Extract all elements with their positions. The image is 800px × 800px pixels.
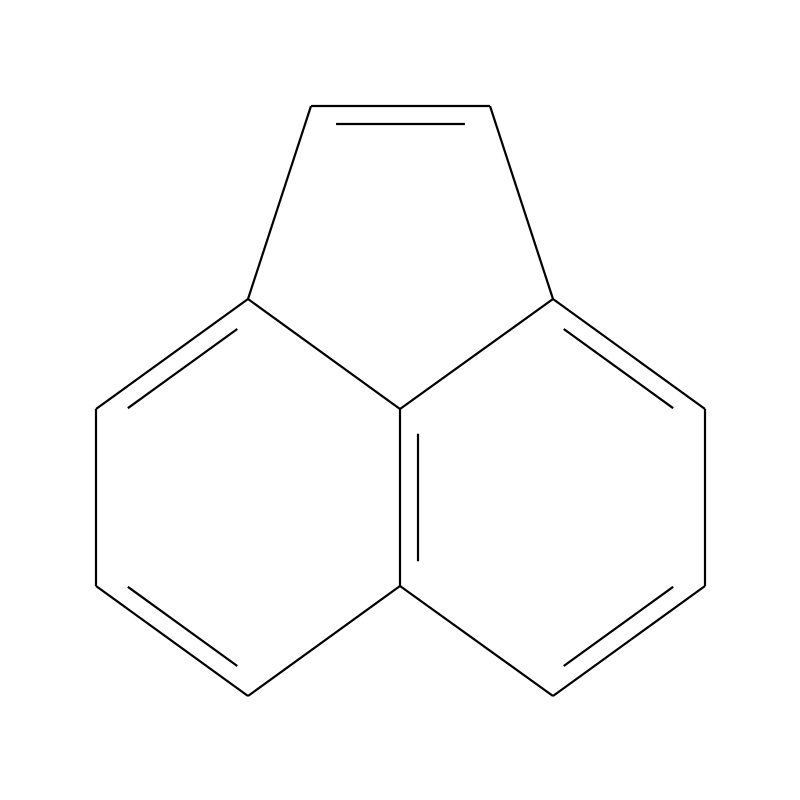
- bond-line: [564, 587, 673, 666]
- bond-line: [248, 586, 400, 696]
- bond-line: [96, 586, 248, 696]
- bond-line: [128, 587, 237, 666]
- bond-line: [248, 106, 311, 299]
- bond-line: [96, 299, 248, 409]
- bond-line: [553, 586, 705, 696]
- molecule-diagram: [0, 0, 800, 800]
- bond-line: [490, 106, 553, 299]
- bond-line: [400, 586, 553, 696]
- bond-line: [128, 329, 237, 408]
- bond-line: [400, 299, 553, 409]
- bond-line: [248, 299, 400, 409]
- bond-line: [564, 329, 673, 408]
- bond-line: [553, 299, 705, 409]
